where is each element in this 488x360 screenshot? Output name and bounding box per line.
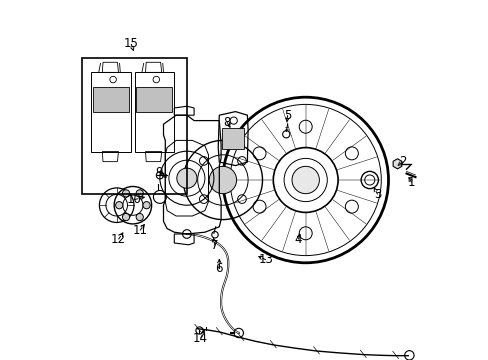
Circle shape <box>291 166 319 194</box>
Text: 11: 11 <box>132 224 147 237</box>
Text: 12: 12 <box>111 233 126 246</box>
Circle shape <box>122 213 129 221</box>
Text: 13: 13 <box>258 253 273 266</box>
Polygon shape <box>136 87 172 112</box>
Circle shape <box>142 202 150 209</box>
Circle shape <box>209 166 236 194</box>
Text: 5: 5 <box>284 109 291 122</box>
Polygon shape <box>93 87 129 112</box>
Text: 7: 7 <box>211 239 218 252</box>
Bar <box>82 58 186 194</box>
Circle shape <box>136 213 143 221</box>
Circle shape <box>136 190 143 197</box>
Polygon shape <box>392 159 401 169</box>
Text: 14: 14 <box>193 332 208 345</box>
Text: 3: 3 <box>373 188 381 201</box>
Polygon shape <box>222 128 244 149</box>
Text: 9: 9 <box>155 166 163 179</box>
Circle shape <box>115 202 122 209</box>
Text: 1: 1 <box>407 176 414 189</box>
Text: 10: 10 <box>126 193 141 206</box>
Circle shape <box>177 168 197 188</box>
Text: 4: 4 <box>294 233 302 246</box>
Text: 6: 6 <box>215 262 223 275</box>
Text: 15: 15 <box>123 37 138 50</box>
Text: 2: 2 <box>398 156 406 168</box>
Text: 8: 8 <box>223 116 230 129</box>
Circle shape <box>122 190 129 197</box>
